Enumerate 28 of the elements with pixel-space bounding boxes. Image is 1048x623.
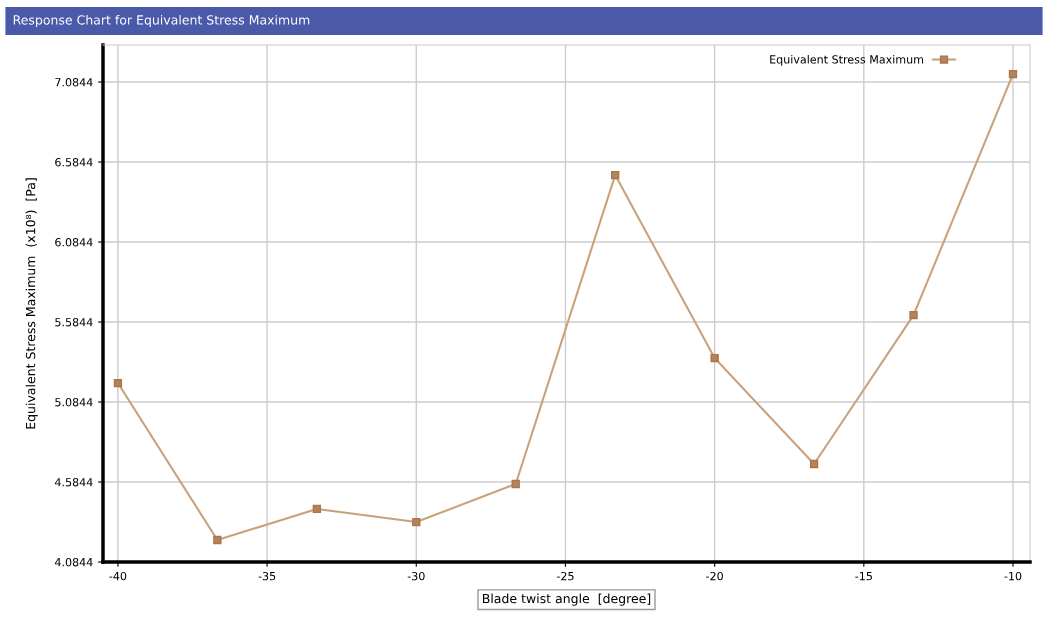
point <box>809 459 819 469</box>
point <box>213 535 222 545</box>
x-tick-label: -30 <box>407 571 425 581</box>
y-tick-label: 4.5844 <box>54 477 93 487</box>
x-tick-label: -20 <box>706 571 723 581</box>
point <box>412 517 421 527</box>
point <box>1008 69 1018 79</box>
chart-title: Response Chart for Equivalent Stress Maximum <box>13 14 310 28</box>
x-tick-label: -40 <box>109 571 127 581</box>
x-tick-label: -15 <box>855 572 872 581</box>
y-tick-label: 7.0844 <box>55 78 93 87</box>
y-tick-label: 4.0844 <box>54 557 93 567</box>
y-tick-label: 6.0844 <box>55 238 93 247</box>
x-tick-label: -25 <box>556 571 574 581</box>
x-tick-label: -10 <box>1004 571 1022 581</box>
legend-label: Equivalent Stress Maximum <box>770 55 924 66</box>
point <box>710 353 719 363</box>
x-axis-title: Blade twist angle [degree] <box>482 593 651 606</box>
y-tick-label: 5.0844 <box>55 397 93 407</box>
y-tick-label: 5.5844 <box>55 318 93 327</box>
y-axis-title: Equivalent Stress Maximum (x10⁸) [Pa] <box>25 178 38 429</box>
point <box>312 504 322 514</box>
point <box>611 170 620 180</box>
point <box>909 310 918 320</box>
point <box>511 479 520 489</box>
y-tick-label: 6.5844 <box>55 158 93 167</box>
x-tick-label: -35 <box>258 571 276 581</box>
point <box>113 378 123 388</box>
